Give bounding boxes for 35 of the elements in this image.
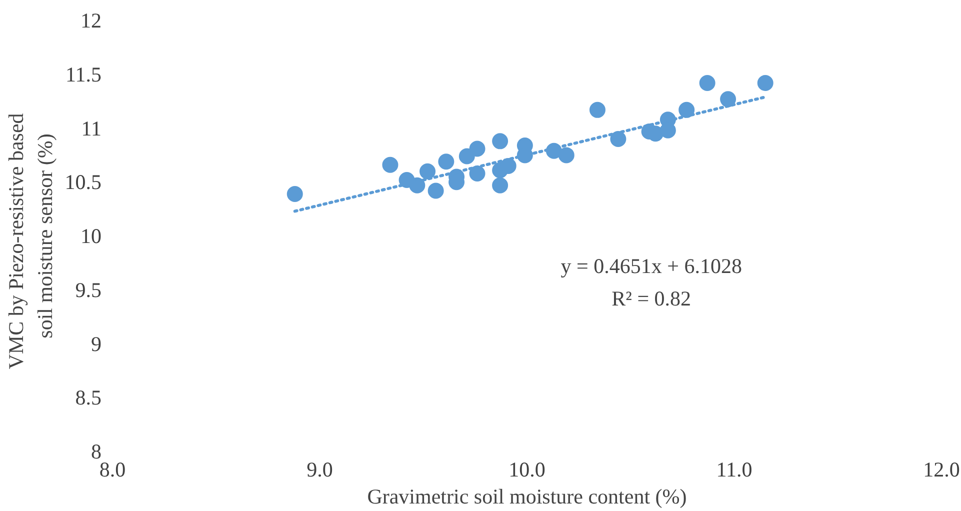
point: [469, 140, 486, 157]
point: [382, 156, 398, 173]
point: [678, 102, 695, 118]
x-tick-label: 10.0: [508, 458, 546, 482]
y-tick-label: 9.5: [75, 278, 102, 302]
point: [286, 186, 303, 202]
y-tick-label: 8: [91, 440, 102, 464]
point: [469, 166, 486, 182]
x-tick-label: 9.0: [306, 458, 333, 482]
annotation: y = 0.4651x + 6.1028: [560, 254, 742, 278]
y-tick-label: 11: [81, 116, 102, 140]
x-tick-label: 12.0: [923, 458, 960, 482]
point: [757, 75, 774, 91]
x-axis-title: Gravimetric soil moisture content (%): [367, 484, 687, 508]
point: [558, 147, 574, 164]
point: [699, 75, 716, 91]
point: [500, 158, 516, 174]
y-tick-label: 9: [91, 332, 102, 356]
y-tick-label: 12: [80, 8, 102, 32]
point: [589, 102, 606, 118]
point: [458, 148, 475, 164]
point: [720, 91, 736, 108]
annotation: R² = 0.82: [612, 286, 692, 310]
y-tick-label: 11.5: [66, 62, 102, 86]
point: [428, 182, 444, 199]
y-tick-label: 8.5: [75, 386, 102, 410]
x-tick-label: 8.0: [99, 458, 126, 482]
point: [492, 133, 508, 150]
point: [420, 163, 436, 180]
y-tick-label: 10.5: [64, 170, 102, 194]
point: [438, 154, 454, 170]
point: [492, 177, 508, 194]
y-axis-title: VMC by Piezo-resistive based soil moisture sensor (%): [4, 112, 57, 370]
y-tick-label: 10: [80, 224, 102, 248]
x-tick-label: 11.0: [716, 458, 752, 482]
